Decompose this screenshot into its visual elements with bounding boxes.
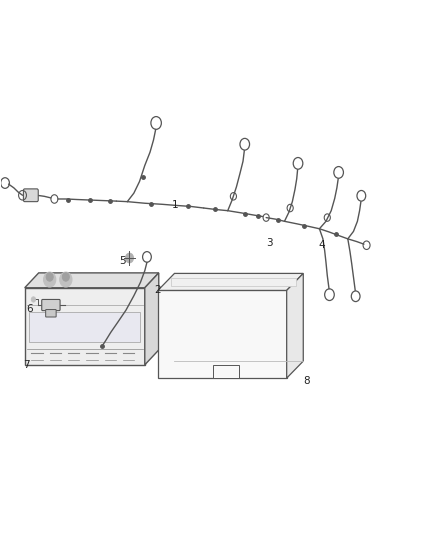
Polygon shape — [25, 273, 159, 288]
Text: 2: 2 — [155, 286, 161, 295]
Polygon shape — [145, 273, 159, 365]
Text: 3: 3 — [266, 238, 272, 247]
Text: 5: 5 — [120, 256, 126, 266]
Text: 1: 1 — [172, 200, 179, 211]
FancyBboxPatch shape — [171, 278, 296, 286]
Text: 4: 4 — [318, 240, 325, 250]
Circle shape — [126, 253, 134, 263]
Polygon shape — [287, 273, 303, 378]
FancyBboxPatch shape — [42, 300, 60, 311]
FancyBboxPatch shape — [23, 189, 38, 201]
Circle shape — [43, 272, 56, 287]
FancyBboxPatch shape — [46, 310, 56, 317]
FancyBboxPatch shape — [158, 290, 287, 378]
Polygon shape — [158, 273, 303, 290]
Circle shape — [46, 273, 53, 281]
FancyBboxPatch shape — [213, 365, 239, 378]
Circle shape — [60, 272, 72, 287]
Text: 8: 8 — [303, 376, 310, 386]
Circle shape — [62, 273, 69, 281]
Text: 6: 6 — [26, 304, 32, 314]
Circle shape — [31, 297, 35, 302]
FancyBboxPatch shape — [29, 312, 141, 342]
FancyBboxPatch shape — [25, 288, 145, 365]
Text: 7: 7 — [24, 360, 30, 370]
